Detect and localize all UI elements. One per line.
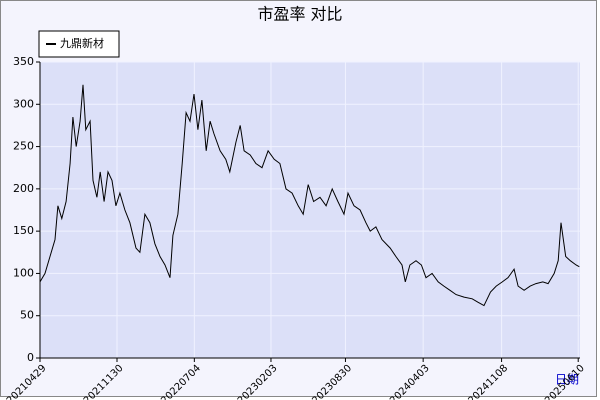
y-tick-label: 0 [27,351,34,364]
y-tick-label: 350 [13,55,34,68]
y-tick-label: 250 [13,140,34,153]
y-tick-label: 150 [13,224,34,237]
chart-title: 市盈率 对比 [257,5,342,24]
plot-area [40,62,580,358]
y-tick-label: 200 [13,182,34,195]
data-line [39,84,580,307]
legend: 九鼎新材 [38,30,120,58]
y-tick-label: 100 [13,266,34,279]
y-tick-label: 50 [20,309,34,322]
legend-label: 九鼎新材 [60,36,104,50]
y-tick-label: 300 [13,97,34,110]
x-axis-label: 日期 [555,373,579,387]
